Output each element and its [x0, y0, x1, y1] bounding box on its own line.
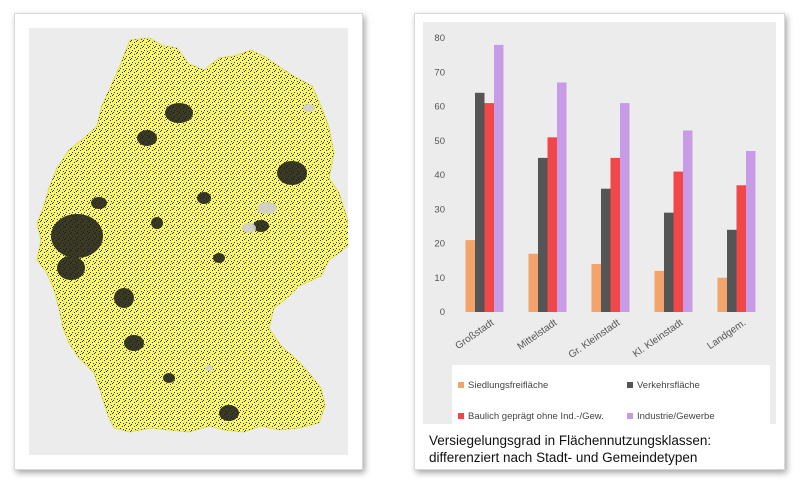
bar — [654, 270, 664, 312]
x-tick-label: Kl. Kleinstadt — [631, 317, 685, 360]
y-tick-label: 30 — [434, 204, 445, 215]
y-tick-label: 80 — [434, 33, 445, 44]
legend-label: Verkehrsfläche — [637, 380, 700, 391]
caption-line-2: differenziert nach Stadt- und Gemeindety… — [429, 450, 698, 465]
urban-clusters — [51, 103, 307, 421]
x-tick-label: Landgem. — [705, 317, 748, 352]
legend: Siedlungsfreifläche Verkehrsfläche Bauli… — [452, 365, 770, 435]
bar — [620, 103, 630, 312]
legend-swatch — [627, 382, 633, 389]
y-tick-label: 70 — [434, 67, 445, 78]
grey-patches — [205, 104, 315, 371]
y-tick-label: 40 — [434, 170, 445, 181]
chart-area: 0 10 20 30 40 50 60 70 80 Großstadt Mittelstadt Gr… — [423, 22, 776, 435]
legend-swatch — [458, 413, 464, 420]
legend-item-1: Verkehrsfläche — [627, 380, 700, 391]
legend-label: Baulich geprägt ohne Ind.-/Gew. — [468, 411, 604, 422]
bar — [547, 137, 557, 312]
y-axis-ticks: 0 10 20 30 40 50 60 70 80 — [434, 33, 445, 318]
bar — [610, 157, 620, 312]
figure-caption: Versiegelungsgrad in Flächennutzungsklas… — [429, 432, 774, 466]
y-tick-label: 20 — [434, 239, 445, 250]
map-panel — [14, 13, 363, 470]
bar — [557, 82, 567, 313]
x-axis-labels: Großstadt Mittelstadt Gr. Kleinstadt Kl. Kl… — [453, 317, 748, 361]
x-tick-label: Großstadt — [453, 317, 496, 352]
bar — [746, 151, 756, 312]
legend-item-3: Industrie/Gewerbe — [627, 411, 715, 422]
bar — [727, 229, 737, 312]
legend-swatch — [627, 413, 633, 420]
bar — [538, 157, 548, 312]
settlement-speckle — [37, 38, 351, 432]
legend-label: Industrie/Gewerbe — [637, 411, 715, 422]
legend-label: Siedlungsfreifläche — [468, 380, 549, 391]
germany-density-map — [36, 37, 352, 433]
y-tick-label: 60 — [434, 102, 445, 113]
bar — [465, 240, 475, 312]
chart-panel: 0 10 20 30 40 50 60 70 80 Großstadt Mittelstadt Gr… — [414, 13, 785, 470]
caption-line-1: Versiegelungsgrad in Flächennutzungsklas… — [429, 433, 712, 448]
y-tick-label: 10 — [434, 273, 445, 284]
x-tick-label: Gr. Kleinstadt — [567, 317, 623, 361]
bar — [494, 44, 504, 312]
bar — [484, 103, 494, 312]
bars — [465, 44, 756, 313]
x-tick-label: Mittelstadt — [516, 317, 560, 352]
y-tick-label: 50 — [434, 136, 445, 147]
legend-item-0: Siedlungsfreifläche — [458, 380, 548, 391]
bar-chart: 0 10 20 30 40 50 60 70 80 Großstadt Mittelstadt Gr… — [434, 33, 756, 361]
bar — [673, 171, 683, 312]
bar — [683, 130, 693, 312]
bar — [528, 253, 538, 312]
bar — [475, 92, 485, 312]
bar — [664, 212, 674, 312]
map-area — [29, 28, 352, 455]
bar — [591, 264, 601, 312]
legend-swatch — [458, 382, 464, 389]
y-tick-label: 0 — [440, 307, 445, 318]
bar — [717, 277, 727, 312]
legend-item-2: Baulich geprägt ohne Ind.-/Gew. — [458, 411, 604, 422]
bar — [736, 185, 746, 312]
bar — [601, 188, 611, 312]
